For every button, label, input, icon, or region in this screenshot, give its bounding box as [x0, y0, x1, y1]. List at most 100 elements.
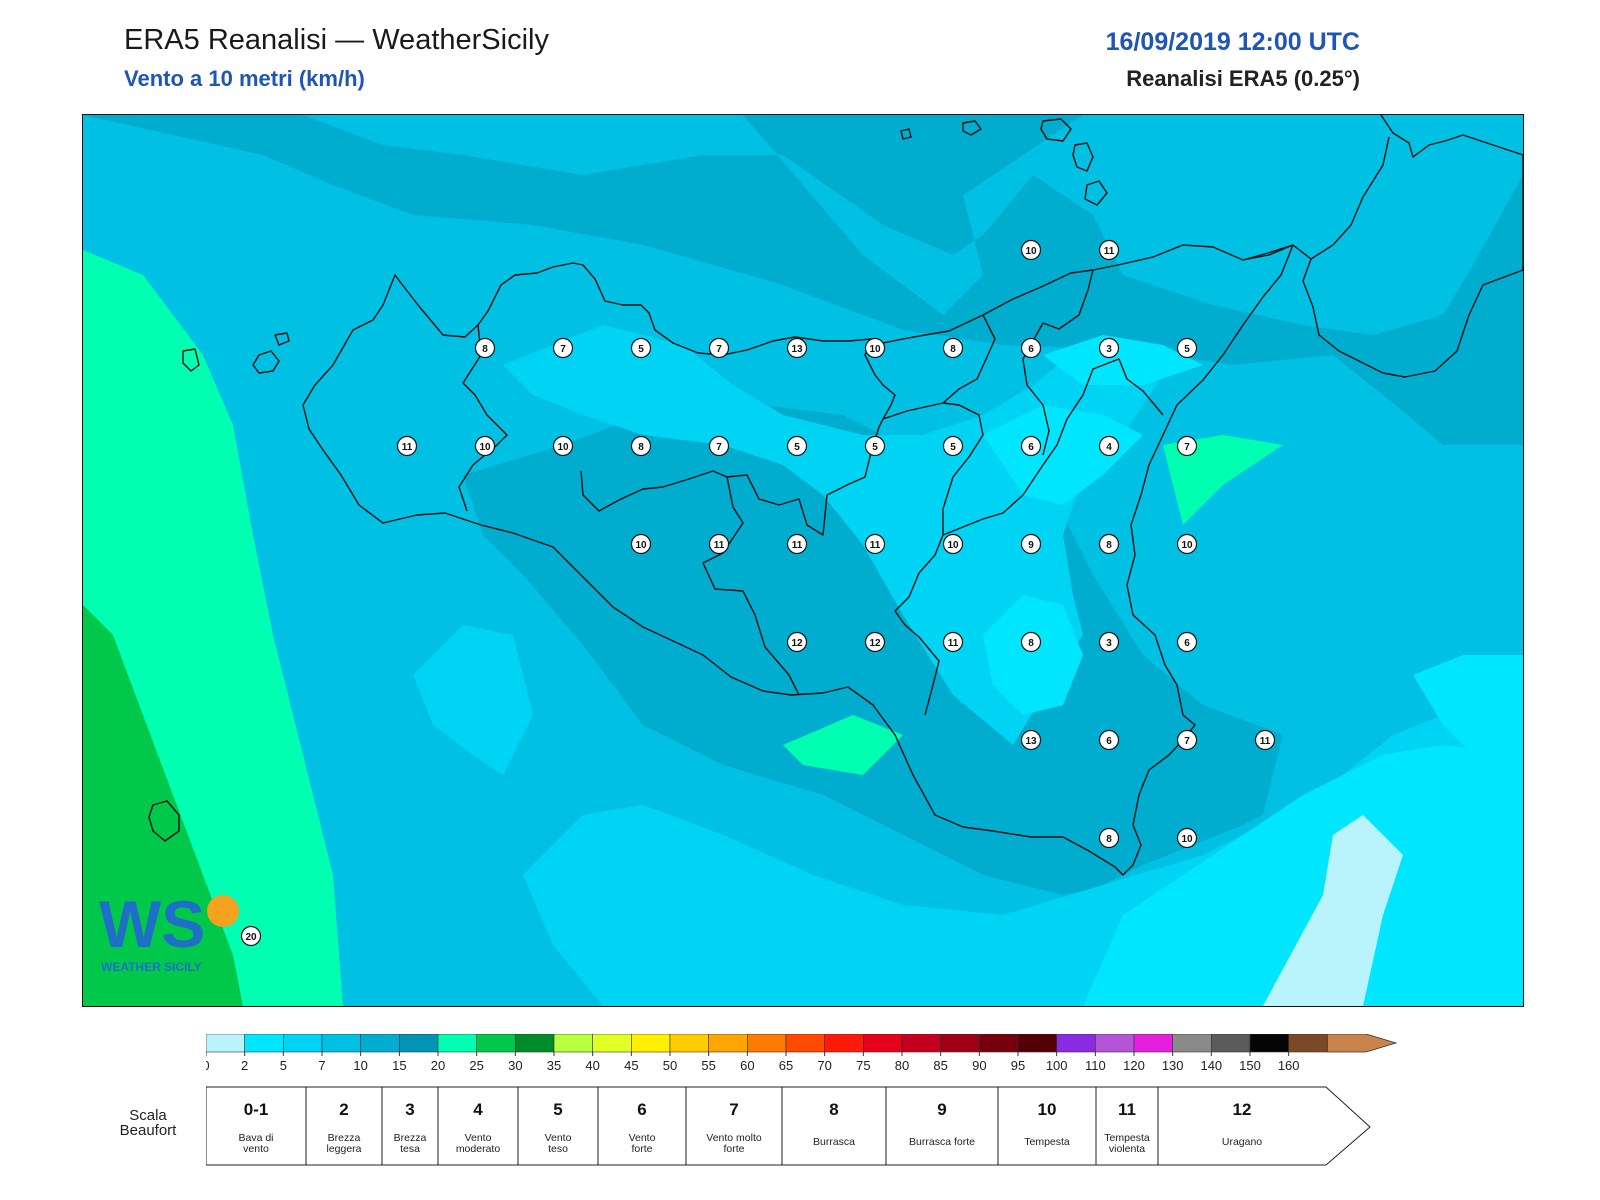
colorbar-bin [244, 1034, 284, 1053]
contour-15-20-gela [783, 715, 903, 775]
station-value: 10 [869, 344, 881, 355]
station-marker: 10 [942, 533, 964, 555]
beaufort-description: Vento teso [545, 1132, 572, 1155]
station-value: 11 [1104, 246, 1115, 257]
beaufort-scale: 0-1 Bava di vento 2 Brezza leggera 3 Brezza tesa… [206, 1086, 1371, 1166]
colorbar-tick-label: 90 [972, 1058, 986, 1073]
station-value: 10 [947, 540, 959, 551]
pantelleria-island [148, 800, 180, 842]
colorbar-tick-label: 70 [817, 1058, 831, 1073]
contour-2-5-etna [983, 405, 1143, 505]
colorbar-tick-label: 5 [280, 1058, 287, 1073]
colorbar-tick-label: 130 [1162, 1058, 1184, 1073]
station-value: 11 [792, 540, 803, 551]
station-marker: 13 [1020, 729, 1042, 751]
colorbar-bin [1172, 1034, 1212, 1053]
station-value: 5 [638, 344, 644, 355]
station-marker: 4 [1098, 435, 1120, 457]
colorbar-tick-label: 45 [624, 1058, 638, 1073]
beaufort-force: 4 [473, 1100, 483, 1119]
station-value: 7 [560, 344, 566, 355]
station-marker: 8 [630, 435, 652, 457]
station-marker: 8 [1020, 631, 1042, 653]
wind-contours [83, 115, 1523, 1006]
colorbar-tick-label: 25 [469, 1058, 483, 1073]
station-marker: 5 [1176, 337, 1198, 359]
colorbar-tick-label: 60 [740, 1058, 754, 1073]
beaufort-box: 5 Vento teso [517, 1086, 599, 1166]
beaufort-description: Tempesta [1024, 1136, 1070, 1148]
station-value: 10 [479, 442, 491, 453]
colorbar-tick-label: 95 [1011, 1058, 1025, 1073]
beaufort-scale-label: Scala Beaufort [119, 1107, 177, 1139]
colorbar-bin [1326, 1034, 1398, 1053]
station-marker: 3 [1098, 631, 1120, 653]
station-marker: 10 [630, 533, 652, 555]
weathersicily-logo: WS WEATHER SICILY [99, 887, 239, 974]
colorbar-tick-label: 120 [1123, 1058, 1145, 1073]
station-marker: 8 [1098, 533, 1120, 555]
station-marker: 13 [786, 337, 808, 359]
beaufort-force: 11 [1118, 1100, 1136, 1119]
station-marker: 11 [708, 533, 730, 555]
contour-15-20-ionian [1163, 435, 1283, 525]
egadi-island [252, 350, 280, 374]
station-marker: 8 [942, 337, 964, 359]
beaufort-force: 7 [729, 1100, 738, 1119]
station-value: 3 [1106, 638, 1112, 649]
contour-2-5-ne [1043, 335, 1203, 385]
beaufort-force: 12 [1233, 1100, 1252, 1119]
beaufort-force: 6 [637, 1100, 646, 1119]
station-marker: 11 [864, 533, 886, 555]
beaufort-box: 2 Brezza leggera [305, 1086, 383, 1166]
page-title: ERA5 Reanalisi — WeatherSicily [124, 24, 549, 56]
beaufort-box: 9 Burrasca forte [885, 1086, 999, 1166]
dataset-label: Reanalisi ERA5 (0.25°) [1126, 66, 1360, 91]
station-value: 7 [1184, 442, 1190, 453]
page-subtitle: Vento a 10 metri (km/h) [124, 66, 365, 91]
station-value: 13 [1025, 736, 1037, 747]
station-markers: 10 11 8 7 5 7 13 10 8 6 3 5 11 10 10 8 7 5 5 5 6 4 7 10 11 11 11 10… [240, 239, 1276, 947]
colorbar-tick-label: 50 [663, 1058, 677, 1073]
beaufort-box: 8 Burrasca [781, 1086, 887, 1166]
station-value: 12 [869, 638, 881, 649]
colorbar-bin [321, 1034, 361, 1053]
colorbar-bin [360, 1034, 400, 1053]
colorbar-bin [1288, 1034, 1328, 1053]
station-value: 10 [1181, 834, 1193, 845]
colorbar-bin [1249, 1034, 1289, 1053]
beaufort-box: 10 Tempesta [997, 1086, 1097, 1166]
colorbar-bin [553, 1034, 593, 1053]
colorbar-tick-label: 140 [1200, 1058, 1222, 1073]
beaufort-description: Brezza leggera [326, 1132, 361, 1155]
colorbar-tick-label: 35 [547, 1058, 561, 1073]
station-marker: 10 [1176, 533, 1198, 555]
colorbar-tick-label: 100 [1046, 1058, 1068, 1073]
station-value: 13 [791, 344, 803, 355]
station-marker: 10 [864, 337, 886, 359]
station-value: 10 [1181, 540, 1193, 551]
alicudi-island [962, 120, 982, 136]
station-value: 11 [402, 442, 413, 453]
station-value: 5 [1184, 344, 1190, 355]
station-marker: 3 [1098, 337, 1120, 359]
colorbar-tick-label: 65 [779, 1058, 793, 1073]
station-marker: 11 [396, 435, 418, 457]
colorbar-tick-label: 150 [1239, 1058, 1261, 1073]
station-marker: 9 [1020, 533, 1042, 555]
station-value: 11 [1260, 736, 1271, 747]
beaufort-box: 3 Brezza tesa [381, 1086, 439, 1166]
colorbar-bin [785, 1034, 825, 1053]
station-marker: 7 [552, 337, 574, 359]
beaufort-box: 11 Tempesta violenta [1095, 1086, 1159, 1166]
beaufort-box: 7 Vento molto forte [685, 1086, 783, 1166]
station-value: 11 [948, 638, 959, 649]
beaufort-force: 10 [1038, 1100, 1057, 1119]
colorbar-tick-label: 2 [241, 1058, 248, 1073]
colorbar-bin [901, 1034, 941, 1053]
contour-0-2-southeast [1263, 815, 1403, 1006]
colorbar-tick-label: 80 [895, 1058, 909, 1073]
beaufort-box: 12 Uragano [1157, 1086, 1371, 1166]
colorbar-tick-label: 55 [701, 1058, 715, 1073]
station-marker: 11 [942, 631, 964, 653]
